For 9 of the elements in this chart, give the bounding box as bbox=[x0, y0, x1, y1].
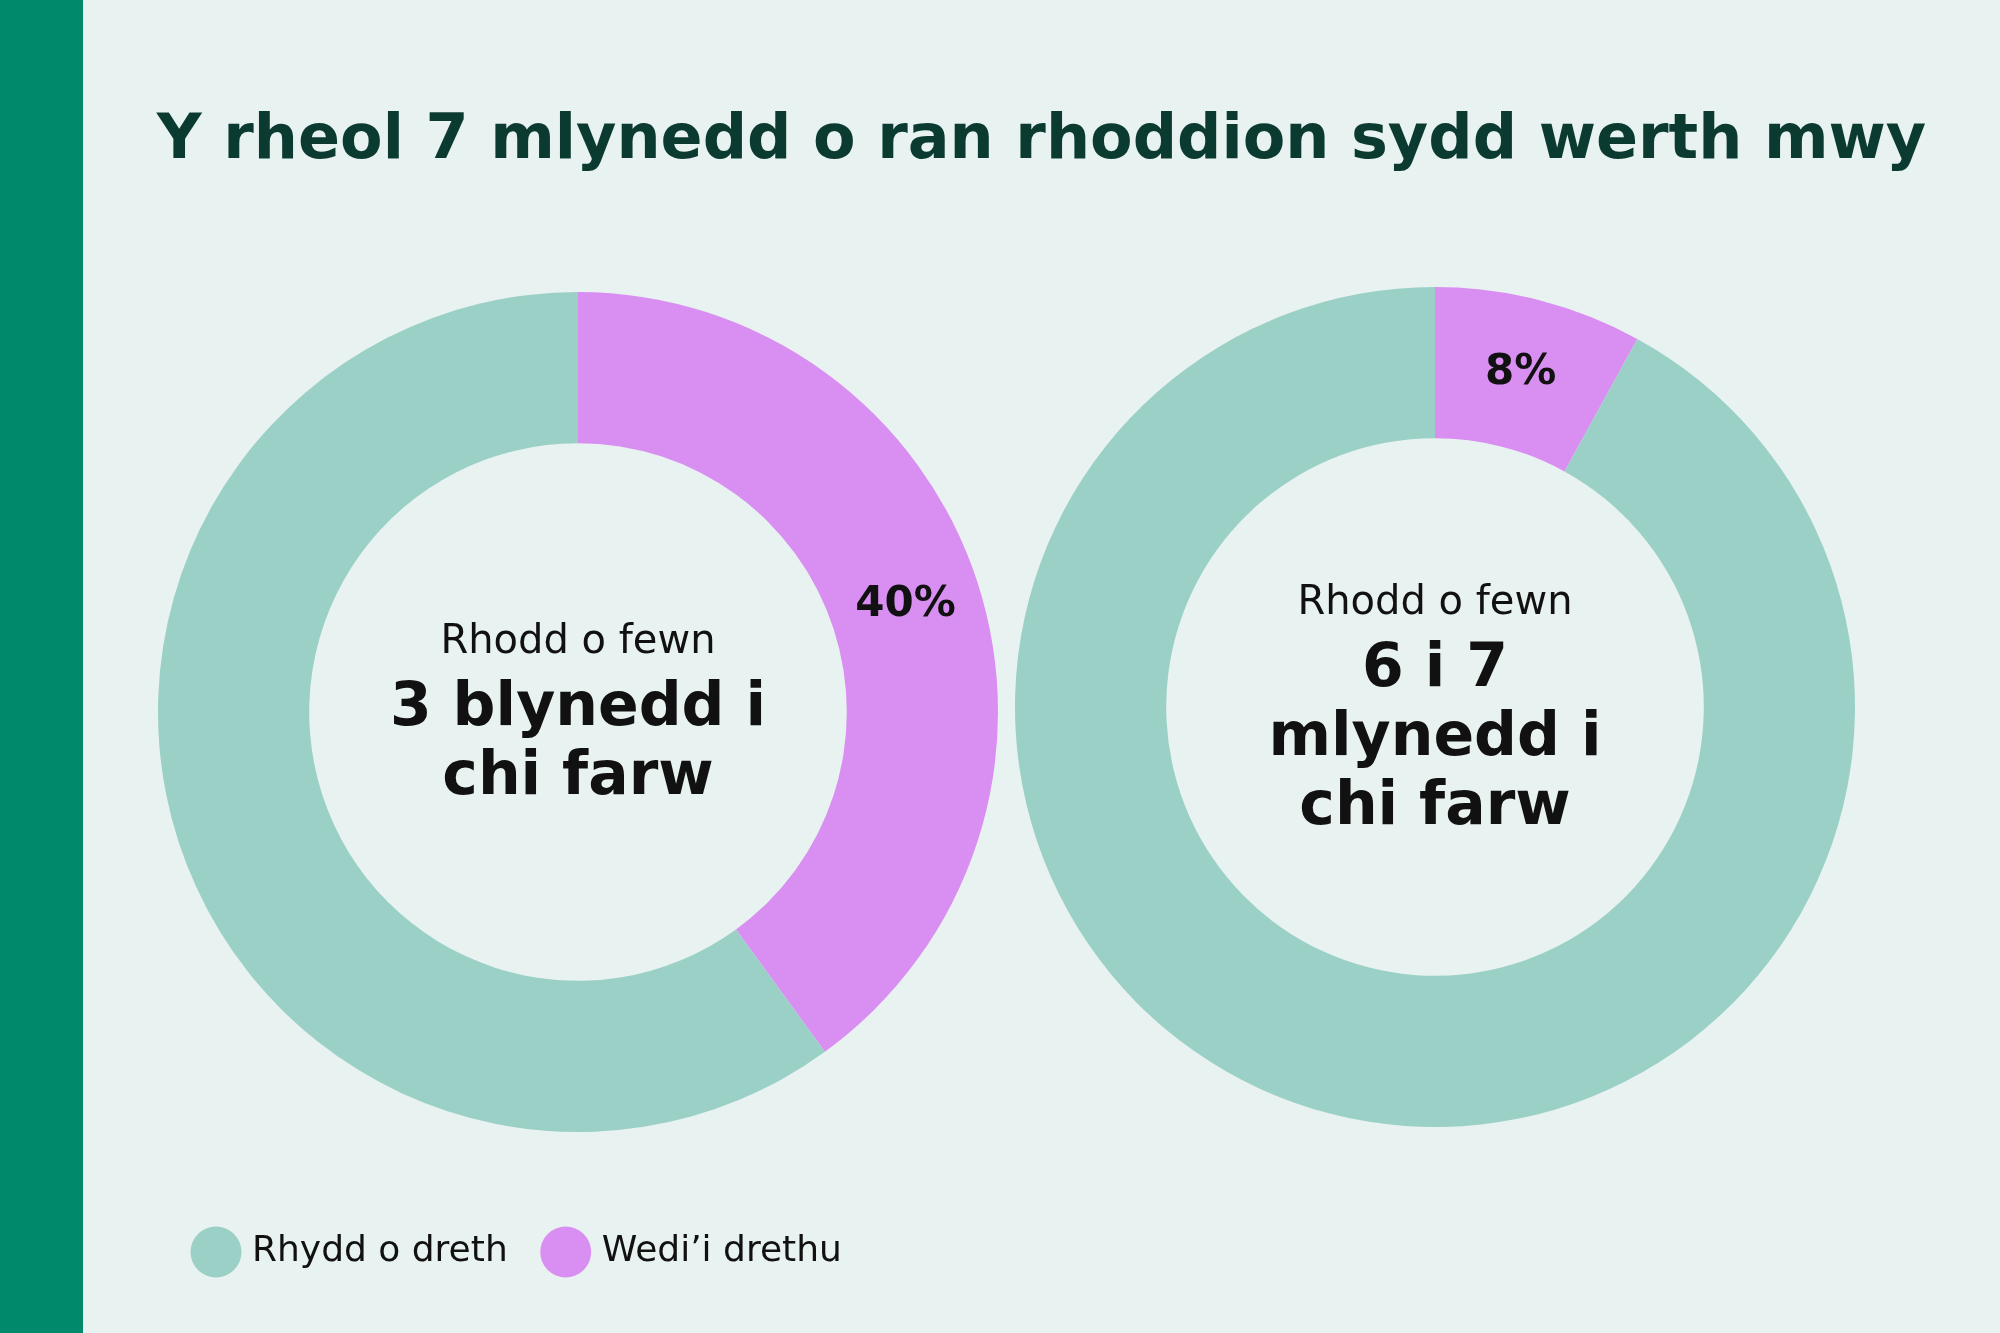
legend-label: Rhydd o dreth bbox=[252, 1228, 508, 1270]
text: Rhodd o fewn bbox=[439, 616, 717, 662]
text: 6 i 7 mlynedd i chi farw bbox=[1267, 629, 1603, 838]
chart-title: Y rheol 7 mlynedd o ran rhoddion sydd werth mwy bbox=[155, 100, 1928, 173]
text: Rhodd o fewn bbox=[1296, 576, 1574, 623]
text: 3 blynedd i chi farw bbox=[389, 669, 767, 808]
legend-label: Wedi’i drethu bbox=[601, 1228, 842, 1270]
data-label: 8% bbox=[1484, 345, 1557, 395]
data-label: 40% bbox=[855, 577, 956, 627]
